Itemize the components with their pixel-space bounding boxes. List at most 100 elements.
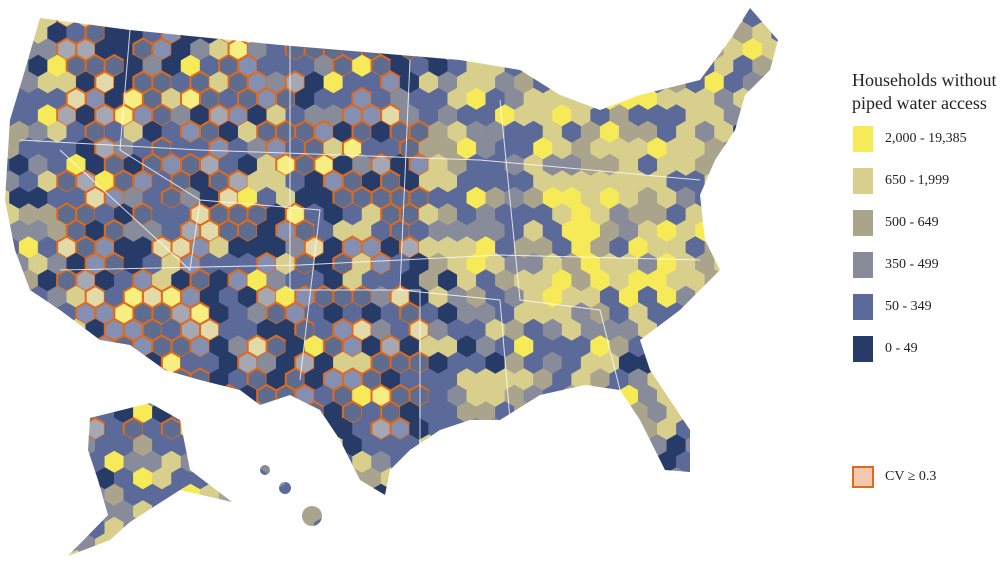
hex-cell [208,400,230,425]
hex-cell [218,483,239,507]
hex-cell [5,368,20,391]
hex-cell [523,54,544,78]
hex-cell [628,8,649,28]
hex-cell [104,8,125,12]
hex-cell [733,285,753,309]
hex-cell [103,350,125,376]
hex-cell [618,8,639,12]
hex-cell [161,8,182,12]
hex-cell [714,549,734,556]
hex-cell [323,8,344,28]
hex-cell [285,434,306,457]
hex-cell [142,384,163,408]
hex-cell [638,549,658,556]
hex-cell [418,500,439,523]
hex-cell [247,533,267,556]
legend-title: piped water access [852,93,987,113]
hex-cell [742,203,763,226]
hex-cell [571,71,591,94]
hex-cell [599,21,620,45]
hex-cell [399,8,421,29]
hex-cell [733,219,753,243]
hex-cell [733,549,753,556]
hex-cell [742,170,763,193]
hex-cell [580,516,601,540]
hex-cell [495,500,515,523]
hex-cell [228,434,248,457]
hex-cell [533,500,553,523]
hex-cell [5,21,10,45]
hex-cell [771,54,778,78]
hex-cell [580,483,601,507]
hex-cell [561,417,582,441]
hex-cell [352,483,372,507]
hex-cell [390,8,410,12]
hex-cell [742,104,763,127]
hex-cell [590,434,610,457]
hex-cell [228,467,248,490]
hex-cell [123,549,144,556]
hex-cell [275,416,297,442]
hex-cell [466,450,487,474]
hex-cell [228,8,248,28]
hex-cell [657,21,677,45]
hex-cell [409,516,429,540]
hex-cell [733,384,753,408]
hex-cell [66,516,86,540]
hex-cell [199,416,221,442]
hex-cell [704,203,725,226]
hex-cell [781,39,800,61]
hex-cell [199,516,220,540]
hex-cell [561,54,582,78]
cv-label: CV ≥ 0.3 [885,469,936,484]
hex-cell [533,38,553,61]
hex-cell [132,8,154,29]
hex-cell [542,450,563,474]
hex-cell [209,467,229,490]
hex-cell [561,8,582,12]
hex-cell [285,533,306,556]
hex-cell [761,434,778,457]
hex-cell [466,549,487,556]
hex-cell [276,516,296,540]
hex-cell [237,483,258,507]
state-border [499,99,621,391]
hex-cell [542,516,563,540]
hex-cell [171,533,191,556]
hex-cell [781,171,800,193]
hex-cell [342,533,363,556]
hex-cell [9,450,29,474]
hex-cell [781,204,800,226]
hex-cell [265,400,287,425]
hex-cell [37,434,58,457]
hex-cell [599,450,620,474]
hex-cell [85,549,106,556]
hex-cell [542,483,563,507]
hex-cell [771,483,778,507]
hex-cell [295,483,315,507]
hex-cell [714,8,734,12]
hex-cell [66,8,86,12]
hex-cell [666,38,687,61]
hex-cell [695,450,715,474]
hex-cell [523,21,544,45]
hex-cell [418,467,439,490]
hex-cell [218,417,239,441]
hex-cell [437,533,458,556]
hex-cell [752,285,772,309]
hex-cell [437,500,458,523]
hex-cell [685,401,706,424]
hex-cell [5,533,20,556]
hex-cell [28,8,48,12]
hex-cell [504,483,525,507]
hex-cell [533,533,553,556]
hex-cell [18,368,39,391]
hex-cell [495,38,515,61]
hex-cell [161,549,182,556]
hex-cell [504,21,525,45]
hex-cell [618,516,639,540]
hex-cell [75,500,96,523]
hex-cell [781,270,800,292]
hex-cell [47,516,67,540]
hex-cell [523,417,544,441]
